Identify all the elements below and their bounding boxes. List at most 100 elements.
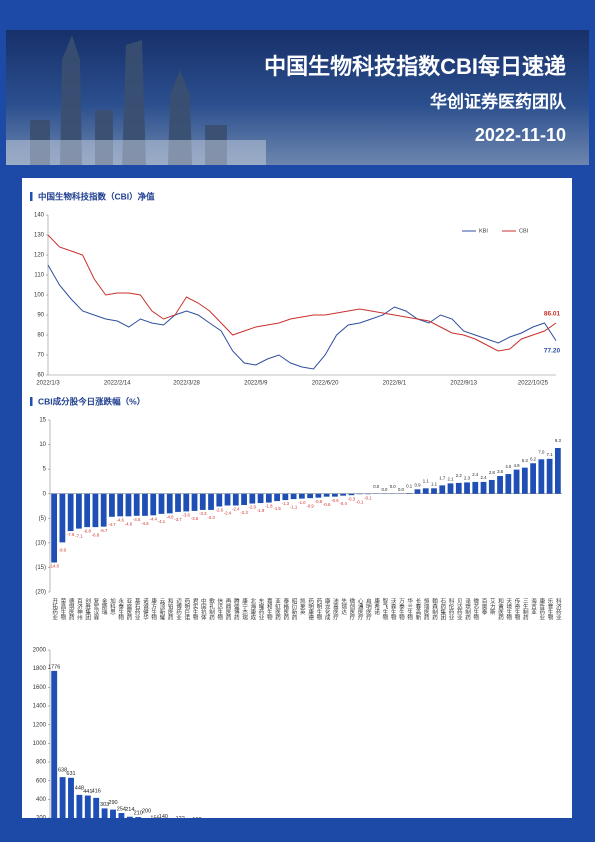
data-label: -7.1 xyxy=(75,534,83,539)
x-tick-label: 贝达药业 xyxy=(456,598,463,621)
y-tick-label: (15) xyxy=(35,565,46,571)
data-label: 0.0 xyxy=(381,487,388,492)
data-label: 214 xyxy=(125,807,134,813)
data-label: 0.0 xyxy=(398,487,405,492)
bar xyxy=(282,493,289,501)
data-label: 7.0 xyxy=(538,449,545,454)
x-tick-label: 药明巨诺 xyxy=(183,597,190,622)
data-label: 6.2 xyxy=(530,456,537,461)
bar xyxy=(199,493,206,510)
bar xyxy=(554,448,561,494)
data-label: -2.0 xyxy=(249,505,257,510)
data-label: -4.1 xyxy=(158,519,166,524)
y-tick-label: 1200 xyxy=(33,722,47,728)
data-label: -14.0 xyxy=(49,564,59,569)
data-label: -1.9 xyxy=(257,508,265,513)
x-tick-label: 金斯瑞 xyxy=(101,597,108,615)
bar xyxy=(142,493,148,516)
bar xyxy=(109,493,115,517)
x-tick-label: 药明康德 xyxy=(307,597,314,622)
bar xyxy=(249,493,256,504)
x-tick-label: 智飞生物 xyxy=(381,597,388,622)
data-label: 1.1 xyxy=(423,478,430,483)
section-title: CBI成分股今日涨跌幅（%） xyxy=(38,396,145,406)
data-label: 156 xyxy=(150,816,159,822)
bar xyxy=(455,482,462,494)
bar xyxy=(546,458,553,494)
data-label: 200 xyxy=(142,808,151,814)
x-tick-label: 昭衍新药 xyxy=(291,598,298,622)
bar xyxy=(521,467,528,494)
data-label: -4.4 xyxy=(150,516,158,521)
end-label: 86.01 xyxy=(544,311,561,318)
y-tick-label: 70 xyxy=(37,353,44,359)
x-tick-label: 云顶新耀 xyxy=(158,598,165,622)
data-label: -4.7 xyxy=(108,522,116,527)
bar xyxy=(51,670,58,818)
bar xyxy=(513,469,520,494)
bar xyxy=(447,483,454,494)
data-label: 303 xyxy=(100,802,109,808)
x-tick-label: 微创医疗 xyxy=(348,597,355,622)
data-label: 416 xyxy=(92,788,101,794)
x-tick-label: 万泰生物 xyxy=(398,598,405,622)
data-label: -4.5 xyxy=(141,521,149,526)
y-tick-label: 5 xyxy=(43,467,47,473)
x-tick-label: 凯莱英 xyxy=(299,597,306,616)
x-tick-label: 康龙化成 xyxy=(324,597,331,622)
data-label: 5.3 xyxy=(522,458,529,463)
data-label: 9.3 xyxy=(555,438,562,443)
x-tick-label: 和铂医药 xyxy=(167,597,174,622)
data-label: 448 xyxy=(75,785,84,791)
fog xyxy=(6,140,266,165)
y-tick-label: 15 xyxy=(39,418,46,424)
bar xyxy=(133,493,140,516)
data-label: -4.6 xyxy=(116,517,124,522)
x-tick-label: 心通医疗 xyxy=(357,598,364,622)
bar xyxy=(135,817,142,818)
end-label: 77.20 xyxy=(544,347,561,354)
x-tick-label: 2022/2/14 xyxy=(104,381,131,387)
x-tick-label: 荣昌生物 xyxy=(59,597,66,622)
data-label: 0.0 xyxy=(390,484,397,489)
bar xyxy=(216,493,223,507)
bar xyxy=(92,493,99,528)
y-tick-label: 130 xyxy=(34,233,45,239)
x-tick-label: 天境生物 xyxy=(505,598,512,622)
bar xyxy=(439,485,446,494)
data-label: 2.2 xyxy=(456,473,463,478)
y-tick-label: 1600 xyxy=(33,685,47,691)
y-tick-label: 1400 xyxy=(33,704,47,710)
data-label: 1.1 xyxy=(431,481,438,486)
bar xyxy=(265,493,272,503)
line-series xyxy=(47,264,557,370)
x-tick-label: 开拓药业 xyxy=(51,598,58,621)
y-tick-label: 200 xyxy=(36,816,47,822)
line-series xyxy=(47,234,557,352)
x-tick-label: 翰森制药 xyxy=(431,597,438,622)
x-tick-label: 石药集团 xyxy=(439,598,446,622)
bar xyxy=(488,479,495,494)
x-tick-label: 迈博药业 xyxy=(175,597,182,621)
y-tick-label: 120 xyxy=(34,253,45,259)
data-label: -1.1 xyxy=(290,504,298,509)
data-label: -0.8 xyxy=(315,499,323,504)
y-tick-label: 140 xyxy=(34,213,45,219)
bar xyxy=(150,493,157,516)
x-tick-label: 2022/10/25 xyxy=(518,381,549,387)
data-label: 122 xyxy=(176,816,185,822)
x-tick-label: 基石药业 xyxy=(134,597,141,621)
data-label: -0.3 xyxy=(348,496,356,501)
x-tick-label: 2022/1/3 xyxy=(36,381,60,387)
data-label: 2.4 xyxy=(472,472,479,477)
bar xyxy=(76,794,83,818)
x-tick-label: 微芯生物 xyxy=(472,597,479,622)
data-label: 2.8 xyxy=(489,470,496,475)
y-tick-label: 90 xyxy=(37,313,44,319)
data-label: 0.1 xyxy=(406,483,413,488)
data-label: 0.0 xyxy=(373,484,380,489)
x-tick-label: 嘉和生物 xyxy=(266,597,273,622)
data-label: 108 xyxy=(192,817,201,823)
